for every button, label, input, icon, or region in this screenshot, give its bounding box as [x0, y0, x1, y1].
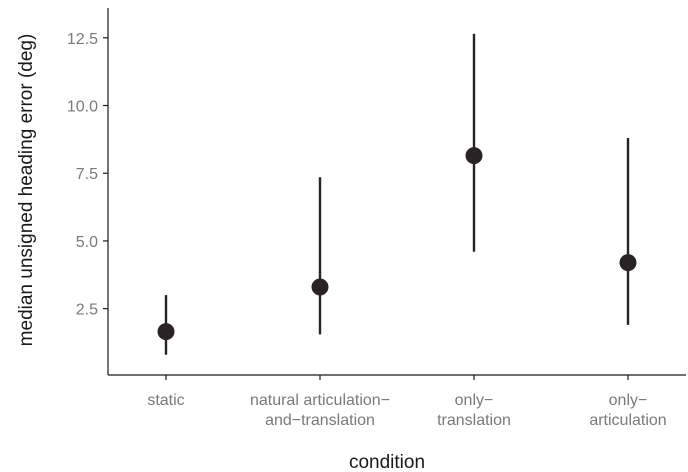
data-point — [465, 147, 483, 165]
axes — [107, 8, 686, 376]
y-tick-label: 2.5 — [76, 302, 98, 319]
x-tick-label: natural articulation− — [250, 392, 390, 409]
data-point — [311, 278, 329, 296]
x-axis-title: condition — [349, 452, 425, 472]
x-tick-label: articulation — [589, 412, 666, 429]
data-point — [619, 254, 637, 272]
data-marks — [157, 33, 637, 355]
y-ticks: 2.5 5.0 7.5 10.0 12.5 — [67, 31, 108, 319]
data-point — [157, 323, 175, 341]
x-tick-label: only− — [455, 392, 494, 409]
x-tick-label: only− — [609, 392, 648, 409]
x-ticks: static natural articulation− and−translati… — [147, 375, 667, 429]
x-tick-label: translation — [437, 412, 511, 429]
y-tick-label: 5.0 — [76, 234, 98, 251]
y-axis-title: median unsigned heading error (deg) — [16, 34, 37, 347]
x-tick-label: and−translation — [265, 412, 375, 429]
y-tick-label: 12.5 — [67, 31, 98, 48]
y-tick-label: 10.0 — [67, 99, 98, 116]
y-tick-label: 7.5 — [76, 166, 98, 183]
x-tick-label: static — [147, 392, 184, 409]
